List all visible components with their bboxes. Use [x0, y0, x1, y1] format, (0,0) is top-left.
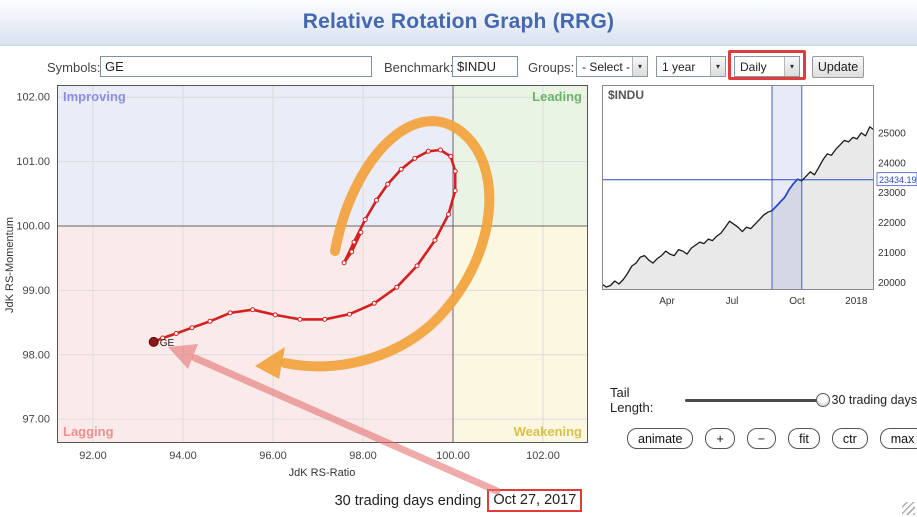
zoom-in-button[interactable]: +: [705, 428, 735, 449]
tail-length-value: 30 trading days: [831, 393, 917, 407]
symbols-label: Symbols:: [47, 60, 101, 75]
toolbar: Symbols: Benchmark: Groups: - Select - ▾…: [0, 46, 917, 85]
svg-text:92.00: 92.00: [79, 450, 107, 462]
svg-text:21000: 21000: [878, 248, 906, 259]
groups-select[interactable]: - Select - ▾: [576, 56, 648, 77]
svg-text:Jul: Jul: [726, 296, 739, 307]
svg-text:Oct: Oct: [789, 296, 805, 307]
benchmark-label: Benchmark:: [384, 60, 454, 75]
svg-text:102.00: 102.00: [16, 92, 50, 104]
fit-button[interactable]: fit: [788, 428, 820, 449]
svg-text:97.00: 97.00: [22, 414, 50, 426]
svg-text:Weakening: Weakening: [514, 424, 582, 439]
chevron-down-icon: ▾: [710, 57, 725, 76]
svg-text:94.00: 94.00: [169, 450, 197, 462]
svg-text:20000: 20000: [878, 278, 906, 289]
benchmark-input[interactable]: [452, 56, 518, 77]
svg-text:$INDU: $INDU: [608, 88, 644, 102]
svg-text:98.00: 98.00: [349, 450, 377, 462]
chevron-down-icon: ▾: [632, 57, 647, 76]
svg-text:22000: 22000: [878, 218, 906, 229]
svg-text:23000: 23000: [878, 188, 906, 199]
svg-text:23434.19: 23434.19: [879, 175, 917, 185]
svg-text:Apr: Apr: [659, 296, 675, 307]
max-button[interactable]: max: [879, 428, 917, 449]
svg-text:100.00: 100.00: [436, 450, 470, 462]
svg-text:98.00: 98.00: [22, 349, 50, 361]
range-select[interactable]: 1 year ▾: [656, 56, 726, 77]
svg-text:102.00: 102.00: [526, 450, 560, 462]
rrg-chart[interactable]: 92.00 94.00 96.00 98.00 100.00 102.00 102.00 10…: [0, 85, 600, 485]
groups-select-value: - Select -: [582, 59, 631, 74]
svg-text:2018: 2018: [845, 296, 868, 307]
frequency-select[interactable]: Daily ▾: [734, 56, 800, 77]
page-title: Relative Rotation Graph (RRG): [302, 10, 615, 33]
symbols-input[interactable]: [100, 56, 372, 77]
svg-text:96.00: 96.00: [259, 450, 287, 462]
animate-button[interactable]: animate: [627, 428, 694, 449]
svg-text:25000: 25000: [878, 128, 906, 139]
tail-length-slider[interactable]: [684, 392, 830, 407]
svg-text:Leading: Leading: [532, 89, 582, 104]
frequency-select-value: Daily: [740, 59, 767, 74]
center-button[interactable]: ctr: [831, 428, 868, 449]
footer-date-highlight: Oct 27, 2017: [487, 489, 583, 512]
tail-length-label: Tail Length:: [610, 385, 654, 415]
svg-text:GE: GE: [160, 338, 175, 349]
footer: 30 trading days ending Oct 27, 2017: [0, 489, 917, 512]
svg-text:101.00: 101.00: [16, 156, 50, 168]
svg-text:100.00: 100.00: [16, 221, 50, 233]
footer-text: 30 trading days ending: [334, 492, 482, 509]
svg-text:JdK RS-Momentum: JdK RS-Momentum: [4, 217, 16, 313]
chevron-down-icon: ▾: [784, 57, 799, 76]
svg-text:24000: 24000: [878, 158, 906, 169]
range-select-value: 1 year: [662, 59, 696, 74]
resize-grip[interactable]: [902, 502, 915, 515]
update-button[interactable]: Update: [812, 56, 864, 78]
svg-text:JdK RS-Ratio: JdK RS-Ratio: [289, 467, 356, 479]
zoom-out-button[interactable]: −: [746, 428, 777, 449]
svg-text:Lagging: Lagging: [63, 424, 114, 439]
tail-length-slider-knob[interactable]: [815, 392, 830, 407]
benchmark-mini-chart: $INDU 25000 24000 23000 22000 21000 20000 23434…: [602, 85, 917, 307]
svg-text:Improving: Improving: [63, 89, 126, 104]
chart-controls: animate + − fit ctr max: [627, 428, 917, 449]
page-header: Relative Rotation Graph (RRG): [0, 0, 917, 46]
svg-text:99.00: 99.00: [22, 285, 50, 297]
groups-label: Groups:: [528, 60, 575, 75]
tail-length-row: Tail Length: 30 trading days: [610, 385, 917, 415]
